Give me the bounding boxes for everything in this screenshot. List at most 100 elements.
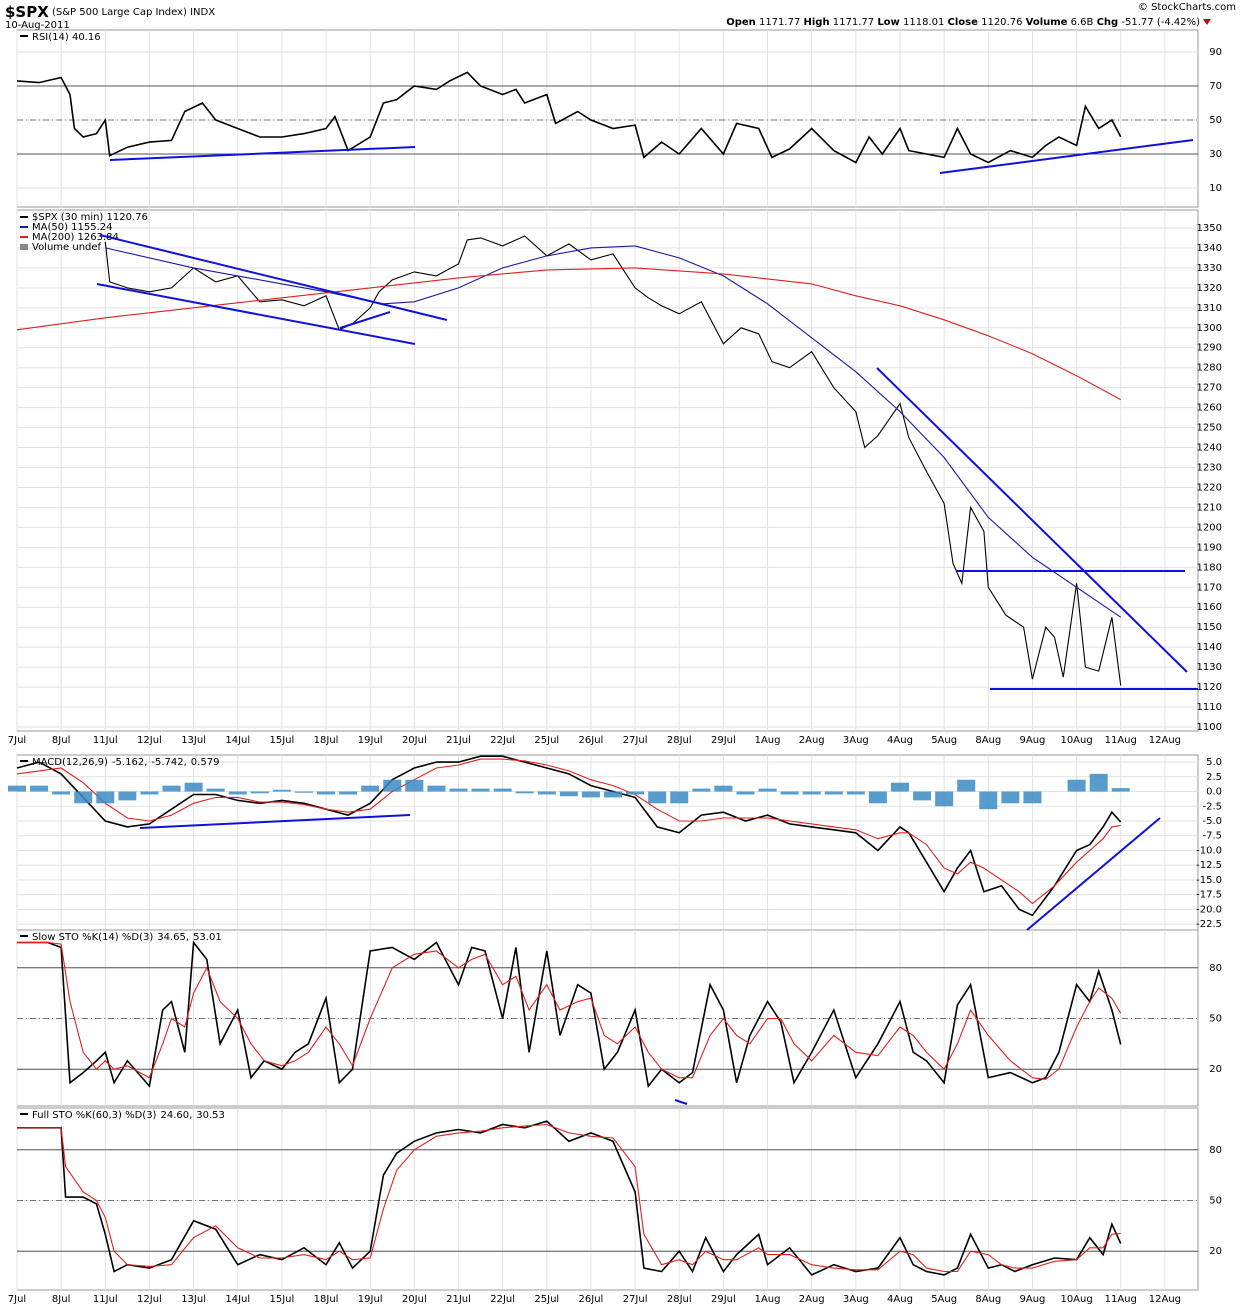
x-tick-label: 2Aug	[799, 1294, 825, 1305]
y-tick-label: 1200	[1197, 522, 1222, 533]
y-tick-label: 70	[1209, 81, 1222, 92]
histogram-bar	[96, 791, 115, 804]
x-tick-label: 12Jul	[137, 735, 162, 746]
histogram-bar	[272, 789, 291, 792]
y-tick-label: 1210	[1197, 502, 1222, 513]
y-tick-label: -22.5	[1196, 919, 1222, 930]
y-tick-label: -15.0	[1196, 875, 1222, 886]
histogram-bar	[714, 785, 733, 792]
legend-entry: MA(50) 1155.24	[32, 222, 113, 233]
y-tick-label: 1180	[1197, 562, 1222, 573]
y-tick-label: 1130	[1197, 662, 1222, 673]
histogram-bar	[846, 791, 865, 795]
y-tick-label: 1270	[1197, 383, 1222, 394]
y-tick-label: 1140	[1197, 642, 1222, 653]
quote-value: -51.77 (-4.42%)	[1121, 17, 1200, 28]
x-tick-label: 9Aug	[1019, 735, 1045, 746]
y-tick-label: 1350	[1197, 223, 1222, 234]
x-tick-label: 8Aug	[975, 1294, 1001, 1305]
chart-header: $SPX (S&P 500 Large Cap Index) INDX	[5, 3, 215, 21]
exchange: INDX	[190, 7, 215, 18]
histogram-bar	[339, 791, 358, 795]
histogram-bar	[868, 791, 887, 804]
y-tick-label: 20	[1209, 1246, 1222, 1257]
credit: © StockCharts.com	[1138, 2, 1236, 13]
y-tick-label: 20	[1209, 1064, 1222, 1075]
histogram-bar	[118, 791, 137, 801]
panel-title: MACD(12,26,9)	[32, 757, 108, 768]
y-tick-label: 1230	[1197, 463, 1222, 474]
series-line	[16, 755, 1122, 917]
histogram-bar	[184, 782, 203, 792]
histogram-bar	[405, 779, 424, 792]
x-tick-label: 19Jul	[358, 735, 383, 746]
y-tick-label: 1260	[1197, 403, 1222, 414]
x-tick-label: 12Jul	[137, 1294, 162, 1305]
histogram-bar	[604, 791, 623, 798]
quote: Open 1171.77 High 1171.77 Low 1118.01 Cl…	[726, 17, 1200, 28]
y-tick-label: 1300	[1197, 323, 1222, 334]
x-tick-label: 10Aug	[1060, 735, 1092, 746]
y-tick-label: 1220	[1197, 482, 1222, 493]
x-tick-label: 15Jul	[269, 1294, 294, 1305]
histogram-bar	[581, 791, 600, 798]
x-tick-label: 7Jul	[8, 1294, 26, 1305]
x-tick-label: 11Aug	[1105, 1294, 1137, 1305]
x-tick-label: 5Aug	[931, 735, 957, 746]
x-tick-label: 10Aug	[1060, 1294, 1092, 1305]
histogram-bar	[758, 788, 777, 792]
series-line	[17, 940, 1122, 1089]
histogram-bar	[427, 785, 446, 792]
histogram-bar	[913, 791, 932, 801]
trend-lines	[96, 139, 1198, 1105]
legend-swatch	[20, 226, 28, 228]
y-tick-label: -12.5	[1196, 860, 1222, 871]
legend-entry: $SPX (30 min) 1120.76	[32, 212, 148, 223]
y-tick-label: -10.0	[1196, 845, 1222, 856]
trend-line	[939, 139, 1194, 174]
histogram-bar	[140, 791, 159, 795]
histogram-bar	[493, 788, 512, 792]
legend-value: 53.01	[193, 932, 222, 943]
y-tick-label: 80	[1209, 1145, 1222, 1156]
histogram-bar	[162, 785, 181, 792]
x-tick-label: 19Jul	[358, 1294, 383, 1305]
histogram-bar	[294, 791, 313, 793]
x-tick-label: 8Jul	[52, 1294, 70, 1305]
y-tick-label: -20.0	[1196, 904, 1222, 915]
quote-value: 1120.76	[981, 17, 1022, 28]
y-tick-label: 1330	[1197, 263, 1222, 274]
x-tick-label: 20Jul	[402, 1294, 427, 1305]
series-line	[17, 1123, 1121, 1273]
y-tick-label: 1290	[1197, 343, 1222, 354]
trend-line	[99, 234, 448, 321]
y-tick-label: 1250	[1197, 423, 1222, 434]
x-tick-label: 4Aug	[887, 1294, 913, 1305]
y-tick-label: 50	[1209, 115, 1222, 126]
y-tick-label: 1340	[1197, 243, 1222, 254]
x-tick-label: 13Jul	[181, 1294, 206, 1305]
y-tick-label: 50	[1209, 1014, 1222, 1025]
y-tick-label: 1160	[1197, 602, 1222, 613]
down-arrow	[1203, 19, 1211, 25]
x-tick-label: 4Aug	[887, 735, 913, 746]
x-tick-label: 11Jul	[93, 1294, 118, 1305]
series-line	[16, 71, 1122, 164]
x-tick-label: 12Aug	[1149, 735, 1181, 746]
histogram-bar	[1067, 779, 1086, 792]
histogram-bar	[890, 782, 909, 792]
legend-value: -5.162,	[112, 757, 147, 768]
legend-swatch	[20, 236, 28, 238]
panel-frame	[16, 29, 1199, 208]
histogram-bar	[648, 791, 667, 804]
x-tick-label: 29Jul	[711, 1294, 736, 1305]
y-tick-label: 5.0	[1206, 757, 1222, 768]
quote-value: 1118.01	[903, 17, 944, 28]
y-tick-label: 80	[1209, 963, 1222, 974]
x-tick-label: 21Jul	[446, 1294, 471, 1305]
panel-title: Full STO %K(60,3) %D(3)	[32, 1110, 157, 1121]
x-tick-label: 27Jul	[623, 735, 648, 746]
x-tick-label: 18Jul	[314, 1294, 339, 1305]
trend-line	[109, 146, 416, 161]
